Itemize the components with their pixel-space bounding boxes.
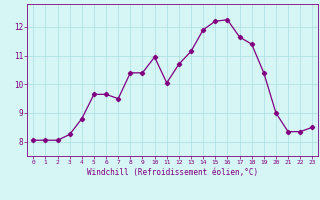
- X-axis label: Windchill (Refroidissement éolien,°C): Windchill (Refroidissement éolien,°C): [87, 168, 258, 177]
